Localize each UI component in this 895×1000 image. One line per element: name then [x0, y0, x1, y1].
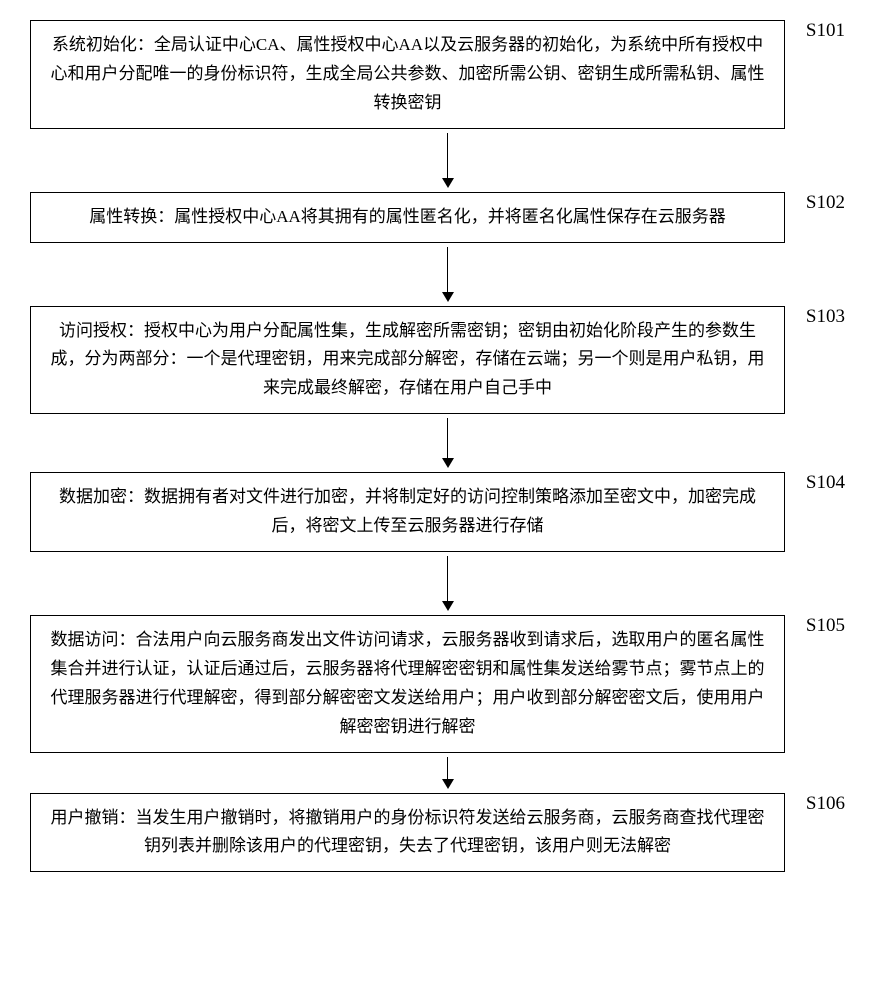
step-text: 访问授权：授权中心为用户分配属性集，生成解密所需密钥；密钥由初始化阶段产生的参数…	[51, 321, 765, 398]
arrow-1	[442, 133, 454, 188]
step-box-s104: 数据加密：数据拥有者对文件进行加密，并将制定好的访问控制策略添加至密文中，加密完…	[30, 472, 785, 552]
arrow-container-5	[70, 753, 825, 793]
arrow-container-1	[70, 129, 825, 192]
step-label-s106: S106	[806, 793, 845, 815]
step-text: 数据加密：数据拥有者对文件进行加密，并将制定好的访问控制策略添加至密文中，加密完…	[59, 487, 756, 535]
step-box-s102: 属性转换：属性授权中心AA将其拥有的属性匿名化，并将匿名化属性保存在云服务器	[30, 192, 785, 243]
step-box-s106: 用户撤销：当发生用户撤销时，将撤销用户的身份标识符发送给云服务商，云服务商查找代…	[30, 793, 785, 873]
arrow-4	[442, 556, 454, 611]
step-box-s105: 数据访问：合法用户向云服务商发出文件访问请求，云服务器收到请求后，选取用户的匿名…	[30, 615, 785, 753]
step-label-s102: S102	[806, 192, 845, 214]
step-box-s103: 访问授权：授权中心为用户分配属性集，生成解密所需密钥；密钥由初始化阶段产生的参数…	[30, 306, 785, 415]
step-label-s103: S103	[806, 306, 845, 328]
arrow-5	[442, 757, 454, 789]
step-text: 属性转换：属性授权中心AA将其拥有的属性匿名化，并将匿名化属性保存在云服务器	[89, 207, 726, 226]
arrow-container-4	[70, 552, 825, 615]
arrow-line	[447, 418, 449, 458]
step-container-4: 数据加密：数据拥有者对文件进行加密，并将制定好的访问控制策略添加至密文中，加密完…	[30, 472, 865, 552]
flowchart-container: 系统初始化：全局认证中心CA、属性授权中心AA以及云服务器的初始化，为系统中所有…	[30, 20, 865, 872]
step-container-1: 系统初始化：全局认证中心CA、属性授权中心AA以及云服务器的初始化，为系统中所有…	[30, 20, 865, 129]
arrow-head-icon	[442, 458, 454, 468]
step-container-2: 属性转换：属性授权中心AA将其拥有的属性匿名化，并将匿名化属性保存在云服务器 S…	[30, 192, 865, 243]
arrow-container-3	[70, 414, 825, 472]
step-container-6: 用户撤销：当发生用户撤销时，将撤销用户的身份标识符发送给云服务商，云服务商查找代…	[30, 793, 865, 873]
arrow-line	[447, 133, 449, 178]
step-label-s104: S104	[806, 472, 845, 494]
step-label-s105: S105	[806, 615, 845, 637]
step-container-5: 数据访问：合法用户向云服务商发出文件访问请求，云服务器收到请求后，选取用户的匿名…	[30, 615, 865, 753]
arrow-3	[442, 418, 454, 468]
arrow-head-icon	[442, 601, 454, 611]
arrow-head-icon	[442, 178, 454, 188]
step-label-s101: S101	[806, 20, 845, 42]
arrow-line	[447, 247, 449, 292]
arrow-container-2	[70, 243, 825, 306]
arrow-head-icon	[442, 779, 454, 789]
step-container-3: 访问授权：授权中心为用户分配属性集，生成解密所需密钥；密钥由初始化阶段产生的参数…	[30, 306, 865, 415]
arrow-line	[447, 556, 449, 601]
arrow-head-icon	[442, 292, 454, 302]
step-box-s101: 系统初始化：全局认证中心CA、属性授权中心AA以及云服务器的初始化，为系统中所有…	[30, 20, 785, 129]
arrow-line	[447, 757, 449, 779]
step-text: 系统初始化：全局认证中心CA、属性授权中心AA以及云服务器的初始化，为系统中所有…	[51, 35, 765, 112]
step-text: 用户撤销：当发生用户撤销时，将撤销用户的身份标识符发送给云服务商，云服务商查找代…	[51, 808, 765, 856]
step-text: 数据访问：合法用户向云服务商发出文件访问请求，云服务器收到请求后，选取用户的匿名…	[51, 630, 765, 736]
arrow-2	[442, 247, 454, 302]
